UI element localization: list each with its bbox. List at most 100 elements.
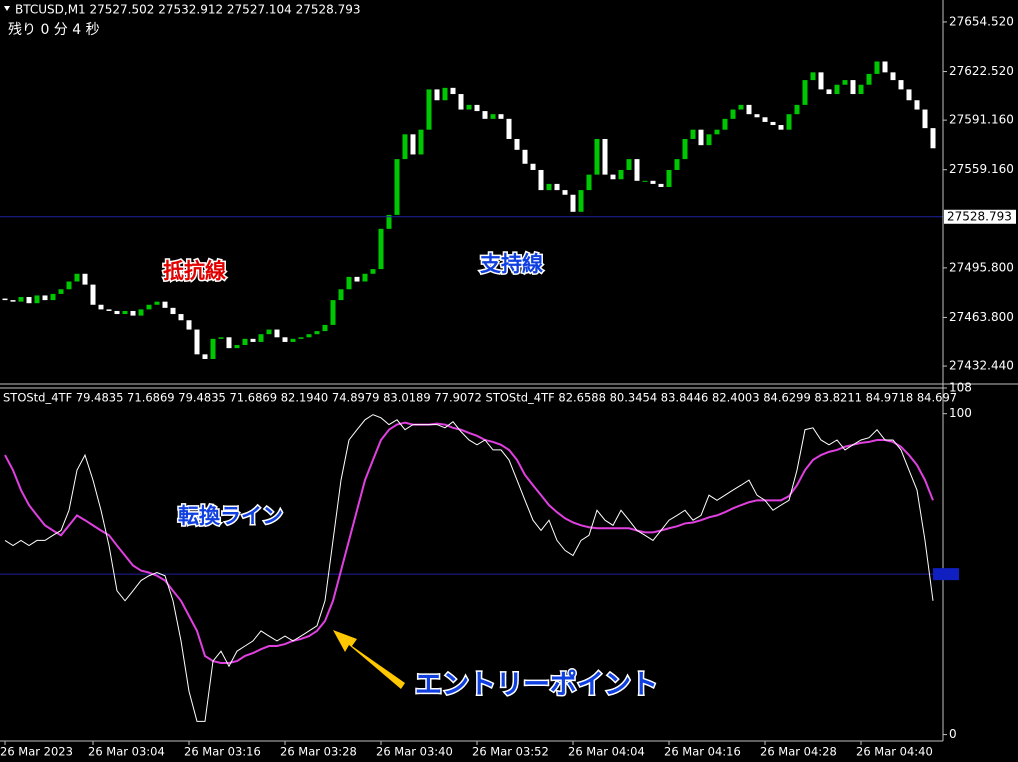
candle-body xyxy=(698,129,704,146)
candle-body xyxy=(690,129,696,139)
candle-body xyxy=(562,190,568,195)
candle-body xyxy=(138,309,144,316)
candle-body xyxy=(546,183,552,191)
y-tick-label: 27654.520 xyxy=(949,14,1014,28)
candle-body xyxy=(482,111,488,119)
candle-body xyxy=(746,104,752,115)
candle-body xyxy=(466,104,472,110)
candle-body xyxy=(866,73,872,85)
candle-body xyxy=(234,345,240,349)
countdown: 残り 0 分 4 秒 xyxy=(8,22,100,38)
candle-body xyxy=(410,134,416,155)
candle-body xyxy=(610,174,616,180)
y-tick-label: 27495.800 xyxy=(949,260,1014,274)
candle-body xyxy=(834,84,840,95)
candle-body xyxy=(882,61,888,73)
candle-body xyxy=(170,307,176,315)
candle-body xyxy=(890,72,896,81)
candle-body xyxy=(490,114,496,119)
candle-body xyxy=(266,329,272,335)
candle-body xyxy=(538,169,544,191)
candle-body xyxy=(402,134,408,160)
candle-body xyxy=(522,149,528,164)
candle-body xyxy=(354,276,360,282)
candle-body xyxy=(642,180,648,182)
candle-body xyxy=(362,273,368,282)
candle-body xyxy=(434,89,440,101)
x-tick-label: 26 Mar 2023 xyxy=(0,745,73,759)
candle-body xyxy=(426,89,432,130)
candle-body xyxy=(106,309,112,311)
candle-body xyxy=(762,117,768,122)
candle-body xyxy=(778,125,784,130)
candle-body xyxy=(458,94,464,110)
candle-body xyxy=(122,310,128,315)
y-tick-label: 27559.160 xyxy=(949,162,1014,176)
candle-body xyxy=(42,295,48,301)
candle-body xyxy=(802,80,808,105)
candle-body xyxy=(114,310,120,315)
candle-body xyxy=(898,80,904,90)
candle-body xyxy=(810,72,816,81)
candle-body xyxy=(202,354,208,359)
candle-body xyxy=(586,174,592,191)
annotation-support: 支持線 xyxy=(480,252,543,276)
candle-body xyxy=(10,300,16,302)
candle-body xyxy=(786,114,792,130)
y-tick-label: 27622.520 xyxy=(949,64,1014,78)
candle-body xyxy=(730,109,736,119)
candle-body xyxy=(226,337,232,349)
candle-body xyxy=(82,273,88,285)
candle-body xyxy=(530,163,536,170)
candle-body xyxy=(818,72,824,90)
candle-body xyxy=(770,121,776,126)
indicator-header: STOStd_4TF 79.4835 71.6869 79.4835 71.68… xyxy=(3,391,957,405)
candle-body xyxy=(394,159,400,215)
y-tick-label: 108 xyxy=(949,381,972,395)
candle-body xyxy=(282,337,288,342)
candle-body xyxy=(602,138,608,175)
candle-body xyxy=(2,298,8,301)
candle-body xyxy=(626,159,632,170)
candle-body xyxy=(578,190,584,212)
candle-body xyxy=(274,329,280,338)
candle-body xyxy=(330,300,336,325)
candle-body xyxy=(34,295,40,304)
candle-body xyxy=(738,104,744,110)
candle-body xyxy=(314,331,320,335)
candle-body xyxy=(858,84,864,95)
candle-body xyxy=(658,183,664,188)
candle-body xyxy=(178,314,184,321)
candle-body xyxy=(570,194,576,212)
candle-body xyxy=(338,289,344,301)
annotation-entry-point: エントリーポイント xyxy=(415,670,658,701)
y-tick-label: 27432.440 xyxy=(949,359,1014,373)
level-box xyxy=(933,568,959,581)
candle-body xyxy=(418,129,424,155)
x-tick-label: 26 Mar 04:28 xyxy=(760,745,837,759)
candle-body xyxy=(442,87,448,101)
candle-body xyxy=(194,329,200,355)
candle-body xyxy=(98,304,104,310)
candle-body xyxy=(650,180,656,184)
candle-body xyxy=(18,297,24,302)
candle-body xyxy=(914,100,920,110)
candle-body xyxy=(210,338,216,359)
candle-body xyxy=(298,337,304,339)
annotation-turning-line: 転換ライン xyxy=(178,504,283,528)
candle-body xyxy=(250,338,256,342)
candle-body xyxy=(754,114,760,118)
annotation-resistance: 抵抗線 xyxy=(163,259,226,283)
candle-body xyxy=(162,301,168,308)
candle-body xyxy=(850,80,856,95)
y-tick-label: 27591.160 xyxy=(949,113,1014,127)
candle-body xyxy=(346,276,352,290)
candle-body xyxy=(826,89,832,95)
candle-body xyxy=(554,183,560,191)
candle-body xyxy=(322,324,328,332)
candle-body xyxy=(514,138,520,150)
y-tick-label: 27463.800 xyxy=(949,310,1014,324)
y-tick-label: 0 xyxy=(949,727,957,741)
